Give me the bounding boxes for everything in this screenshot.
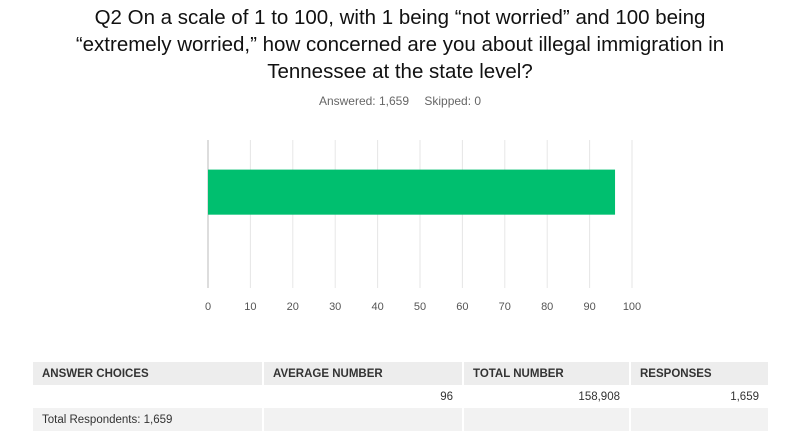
question-title: Q2 On a scale of 1 to 100, with 1 being … — [75, 6, 725, 83]
x-tick-label: 10 — [244, 301, 256, 313]
header-cell: TOTAL NUMBER — [463, 362, 631, 385]
x-tick-label: 0 — [205, 301, 211, 313]
cell — [33, 385, 264, 408]
x-tick-label: 70 — [499, 301, 511, 313]
header-row: ANSWER CHOICES AVERAGE NUMBER TOTAL NUMB… — [33, 362, 770, 385]
x-tick-label: 80 — [541, 301, 553, 313]
x-tick-label: 20 — [287, 301, 299, 313]
cell: Total Respondents: 1,659 — [33, 408, 264, 431]
x-tick-label: 100 — [623, 301, 641, 313]
footer-row: Total Respondents: 1,659 — [33, 408, 770, 431]
x-tick-label: 40 — [371, 301, 383, 313]
cell — [463, 408, 631, 431]
x-tick-label: 30 — [329, 301, 341, 313]
cell: 1,659 — [630, 385, 770, 408]
answer-table: ANSWER CHOICES AVERAGE NUMBER TOTAL NUMB… — [33, 362, 770, 431]
data-row: 96 158,908 1,659 — [33, 385, 770, 408]
header-cell: ANSWER CHOICES — [33, 362, 264, 385]
x-tick-label: 90 — [583, 301, 595, 313]
answered: Answered: 1,659 — [318, 94, 409, 108]
header-cell: AVERAGE NUMBER — [263, 362, 464, 385]
summary: Answered: 1,659 Skipped: 0 — [0, 94, 800, 108]
cell: 96 — [263, 385, 464, 408]
bar — [208, 169, 616, 215]
cell: 158,908 — [463, 385, 631, 408]
chart: 0 10 20 30 40 50 60 70 80 90 100 — [205, 140, 641, 313]
x-tick-label: 50 — [414, 301, 426, 313]
cell — [630, 408, 770, 431]
cell — [263, 408, 464, 431]
x-tick-label: 60 — [456, 301, 468, 313]
header-cell: RESPONSES — [630, 362, 770, 385]
skipped: Skipped: 0 — [424, 94, 482, 108]
